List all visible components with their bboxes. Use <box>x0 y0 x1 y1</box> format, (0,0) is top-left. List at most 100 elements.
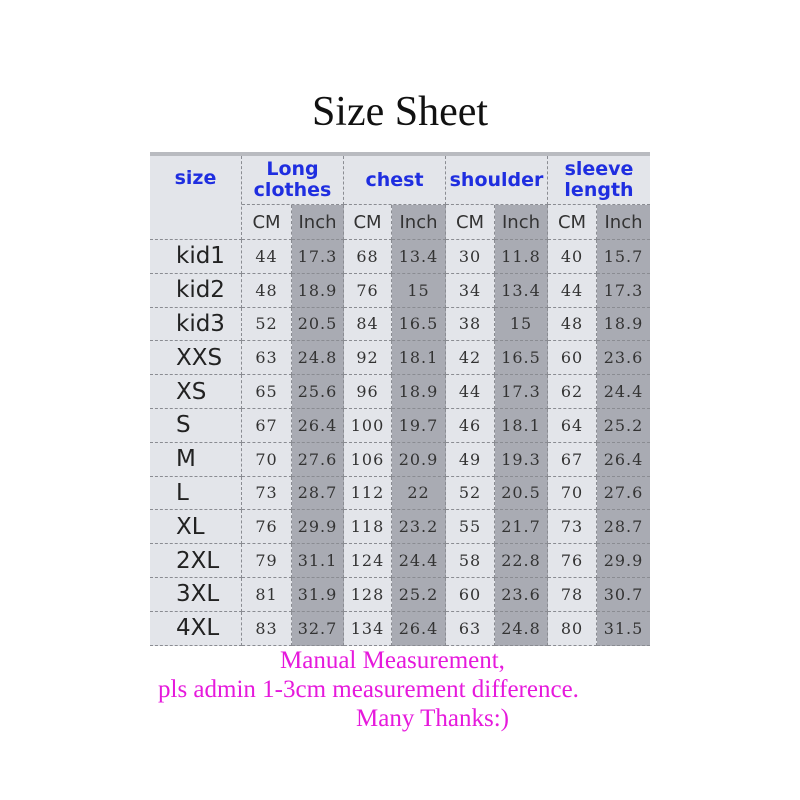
table-cell: 76 <box>344 273 392 308</box>
table-cell: 48 <box>548 307 597 342</box>
table-cell: 79 <box>242 544 292 578</box>
size-label: kid1 <box>150 240 242 274</box>
table-cell: 25.2 <box>597 408 650 443</box>
table-cell: 25.2 <box>392 577 446 612</box>
size-label: XXS <box>150 341 242 376</box>
table-cell: 15 <box>392 273 446 308</box>
table-cell: 68 <box>344 240 392 274</box>
table-cell: 76 <box>242 510 292 545</box>
table-cell: 13.4 <box>495 273 548 308</box>
unit-header: Inch <box>292 205 344 240</box>
table-cell: 26.4 <box>292 408 344 443</box>
unit-header: Inch <box>392 205 446 240</box>
size-label: L <box>150 476 242 511</box>
table-cell: 76 <box>548 544 597 578</box>
table-cell: 44 <box>548 273 597 308</box>
table-cell: 67 <box>548 442 597 477</box>
table-cell: 18.9 <box>392 375 446 409</box>
table-cell: 17.3 <box>292 240 344 274</box>
table-cell: 29.9 <box>597 544 650 578</box>
size-label: S <box>150 408 242 443</box>
table-cell: 63 <box>242 341 292 376</box>
table-cell: 24.8 <box>495 611 548 646</box>
table-cell: 15.7 <box>597 240 650 274</box>
table-cell: 17.3 <box>597 273 650 308</box>
table-cell: 81 <box>242 577 292 612</box>
header-group: sleeve length <box>548 156 650 205</box>
size-label: XS <box>150 375 242 409</box>
table-cell: 18.1 <box>495 408 548 443</box>
table-cell: 23.2 <box>392 510 446 545</box>
header-group: shoulder <box>446 156 548 205</box>
table-cell: 27.6 <box>292 442 344 477</box>
table-cell: 25.6 <box>292 375 344 409</box>
table-cell: 70 <box>242 442 292 477</box>
table-cell: 32.7 <box>292 611 344 646</box>
table-cell: 73 <box>548 510 597 545</box>
table-cell: 73 <box>242 476 292 511</box>
table-cell: 40 <box>548 240 597 274</box>
table-cell: 20.9 <box>392 442 446 477</box>
table-cell: 24.8 <box>292 341 344 376</box>
table-cell: 52 <box>446 476 495 511</box>
table-cell: 22.8 <box>495 544 548 578</box>
size-label: kid3 <box>150 307 242 342</box>
table-cell: 48 <box>242 273 292 308</box>
table-cell: 118 <box>344 510 392 545</box>
table-cell: 31.9 <box>292 577 344 612</box>
table-cell: 60 <box>548 341 597 376</box>
table-cell: 28.7 <box>292 476 344 511</box>
table-cell: 34 <box>446 273 495 308</box>
table-cell: 96 <box>344 375 392 409</box>
table-cell: 60 <box>446 577 495 612</box>
table-cell: 31.5 <box>597 611 650 646</box>
size-label: M <box>150 442 242 477</box>
unit-header: Inch <box>597 205 650 240</box>
note-line-1: Manual Measurement, <box>280 647 505 674</box>
table-cell: 18.9 <box>292 273 344 308</box>
table-cell: 84 <box>344 307 392 342</box>
table-cell: 18.1 <box>392 341 446 376</box>
table-cell: 70 <box>548 476 597 511</box>
table-cell: 106 <box>344 442 392 477</box>
table-cell: 24.4 <box>392 544 446 578</box>
header-group: chest <box>344 156 446 205</box>
table-cell: 124 <box>344 544 392 578</box>
table-cell: 11.8 <box>495 240 548 274</box>
unit-header: CM <box>548 205 597 240</box>
table-cell: 62 <box>548 375 597 409</box>
table-cell: 128 <box>344 577 392 612</box>
header-group: Long clothes <box>242 156 344 205</box>
size-table: size Long clothes chest shoulder sleeve leng… <box>150 152 650 646</box>
unit-header: Inch <box>495 205 548 240</box>
table-cell: 22 <box>392 476 446 511</box>
page-title: Size Sheet <box>311 89 489 135</box>
table-cell: 134 <box>344 611 392 646</box>
table-cell: 26.4 <box>392 611 446 646</box>
size-label: 3XL <box>150 577 242 612</box>
table-cell: 92 <box>344 341 392 376</box>
size-label: 2XL <box>150 544 242 578</box>
size-label: 4XL <box>150 611 242 646</box>
table-cell: 67 <box>242 408 292 443</box>
table-cell: 30.7 <box>597 577 650 612</box>
table-cell: 24.4 <box>597 375 650 409</box>
table-cell: 83 <box>242 611 292 646</box>
table-cell: 31.1 <box>292 544 344 578</box>
size-label: kid2 <box>150 273 242 308</box>
table-cell: 100 <box>344 408 392 443</box>
table-cell: 63 <box>446 611 495 646</box>
table-cell: 28.7 <box>597 510 650 545</box>
table-cell: 20.5 <box>292 307 344 342</box>
table-cell: 42 <box>446 341 495 376</box>
table-cell: 16.5 <box>392 307 446 342</box>
table-cell: 44 <box>242 240 292 274</box>
table-cell: 78 <box>548 577 597 612</box>
unit-header: CM <box>242 205 292 240</box>
size-label: XL <box>150 510 242 545</box>
table-cell: 38 <box>446 307 495 342</box>
table-cell: 44 <box>446 375 495 409</box>
table-cell: 19.7 <box>392 408 446 443</box>
table-cell: 80 <box>548 611 597 646</box>
unit-header: CM <box>446 205 495 240</box>
